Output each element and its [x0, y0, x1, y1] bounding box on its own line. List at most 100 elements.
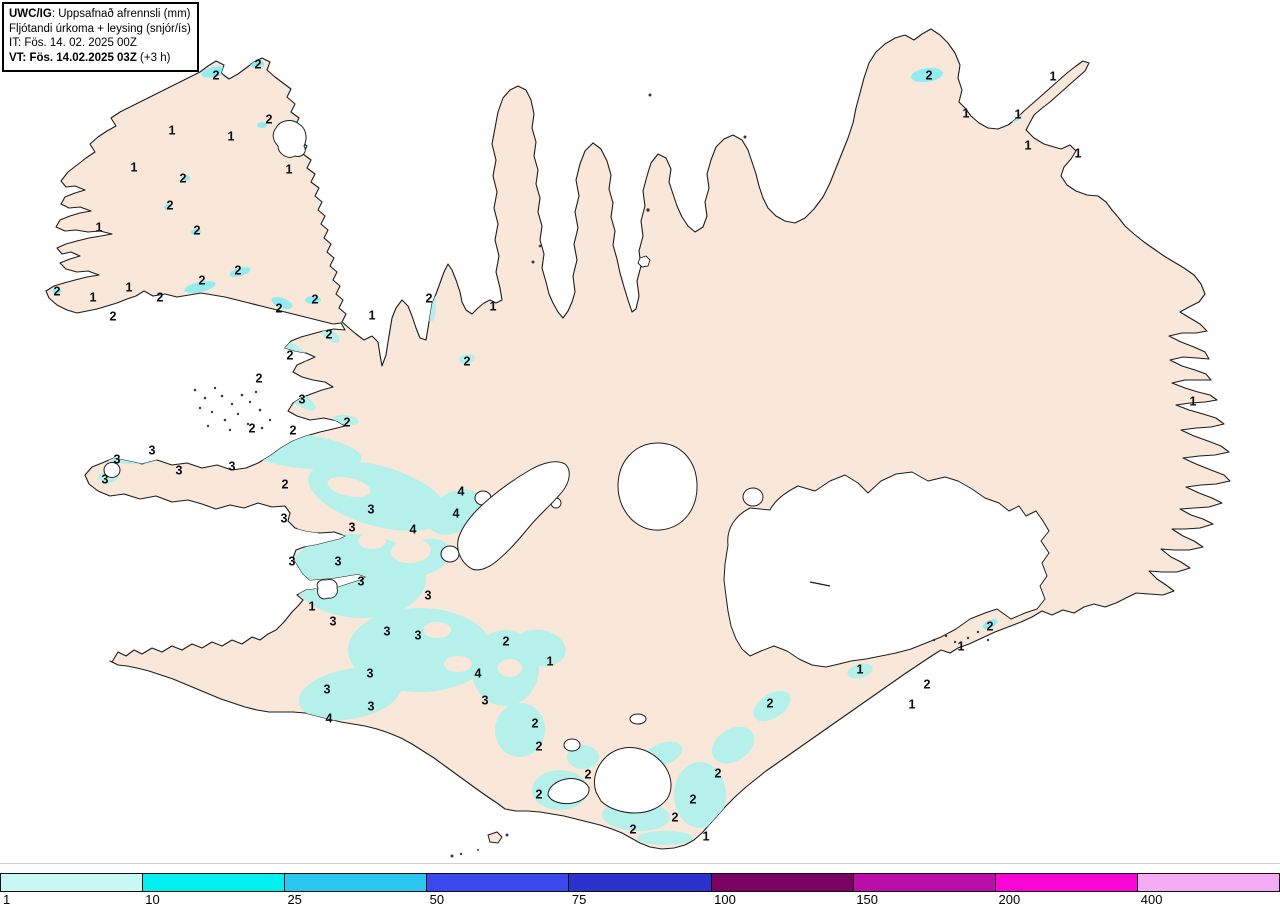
dry-land-gaps [294, 477, 522, 707]
runoff-value-label: 1 [1025, 139, 1032, 153]
runoff-value-label: 1 [96, 221, 103, 235]
runoff-value-label: 2 [256, 372, 263, 386]
skerry-dot [966, 636, 970, 640]
skerry-dot [236, 412, 240, 416]
runoff-value-label: 2 [110, 310, 117, 324]
runoff-value-label: 3 [281, 512, 288, 526]
skerry-dot [198, 406, 202, 410]
lakes [316, 255, 651, 600]
runoff-value-label: 1 [1015, 108, 1022, 122]
runoff-value-label: 3 [102, 473, 109, 487]
land-gap [327, 477, 371, 497]
runoff-value-label: 1 [1050, 70, 1057, 84]
lake [316, 579, 338, 600]
runoff-patch [982, 619, 998, 629]
runoff-patch [191, 229, 201, 235]
skerry-dot [538, 244, 542, 248]
runoff-value-label: 3 [368, 700, 375, 714]
runoff-patch [322, 329, 340, 343]
skerry-dot [220, 394, 224, 398]
runoff-value-label: 2 [276, 302, 283, 316]
runoff-value-label: 3 [358, 575, 365, 589]
runoff-value-label: 1 [228, 130, 235, 144]
runoff-value-label: 2 [344, 416, 351, 430]
skerry-dot [240, 393, 244, 397]
runoff-value-label: 2 [249, 422, 256, 436]
runoff-color-scale [0, 873, 1280, 892]
land-gap [498, 659, 522, 677]
runoff-patch [164, 204, 172, 210]
skerry-dot [260, 426, 264, 430]
glacier [742, 487, 764, 507]
map-bottom-rule [0, 863, 1280, 864]
glacier [629, 713, 647, 725]
color-scale-tick-labels: 1 10 25 50 75 100 150 200 400 [0, 892, 1280, 908]
skerry-dot [193, 388, 197, 392]
runoff-value-label: 2 [585, 768, 592, 782]
runoff-value-label: 1 [547, 655, 554, 669]
runoff-value-label: 2 [924, 678, 931, 692]
runoff-value-label: 1 [90, 291, 97, 305]
runoff-value-label: 2 [536, 740, 543, 754]
runoff-patch [305, 296, 321, 304]
runoff-value-label: 2 [54, 285, 61, 299]
runoff-value-label: 1 [286, 163, 293, 177]
skerry-dot [477, 849, 479, 851]
runoff-value-label: 1 [958, 640, 965, 654]
runoff-value-label: 2 [180, 172, 187, 186]
runoff-patch [459, 353, 475, 365]
runoff-value-label: 3 [367, 667, 374, 681]
glacier [457, 461, 570, 571]
runoff-value-label: 2 [266, 113, 273, 127]
skerry-dot [246, 422, 250, 426]
colorbar-tick-label: 75 [571, 892, 587, 907]
runoff-value-label: 1 [857, 663, 864, 677]
runoff-value-label: 2 [326, 328, 333, 342]
runoff-value-label: 3 [229, 460, 236, 474]
runoff-value-label: 2 [536, 788, 543, 802]
glacier [723, 471, 1050, 668]
runoff-value-label: 1 [490, 300, 497, 314]
skerry-dot [505, 833, 509, 837]
runoff-patch [182, 175, 190, 181]
runoff-value-label: 2 [287, 349, 294, 363]
skerry-dot [531, 260, 535, 264]
colorbar-tick-label: 400 [1140, 892, 1163, 907]
info-line-1: UWC/IG: Uppsafnað afrennsli (mm) [9, 8, 191, 20]
glacier [440, 545, 460, 563]
runoff-value-label: 2 [213, 69, 220, 83]
runoff-value-label: 1 [963, 107, 970, 121]
runoff-value-label: 2 [235, 264, 242, 278]
runoff-patch [847, 663, 873, 679]
lake [637, 255, 651, 268]
runoff-value-label: 2 [199, 274, 206, 288]
skerry-dot [944, 634, 948, 638]
info-line-2: Fljótandi úrkoma + leysing (snjór/ís) [9, 22, 191, 35]
runoff-value-label: 2 [290, 424, 297, 438]
runoff-patch [911, 67, 943, 83]
info-box: UWC/IG: Uppsafnað afrennsli (mm) Fljótan… [2, 2, 199, 72]
colorbar-segment [284, 874, 427, 891]
colorbar-segment [568, 874, 711, 891]
colorbar-segment [1, 874, 143, 891]
runoff-value-label: 2 [167, 199, 174, 213]
glacier [272, 120, 307, 158]
runoff-value-label: 1 [369, 309, 376, 323]
runoff-patch [674, 762, 726, 828]
skerry-dot [206, 424, 210, 428]
runoff-patch [52, 288, 62, 294]
runoff-value-label: 4 [453, 507, 460, 521]
glacier-nunatak-mark [809, 581, 831, 587]
land-gap [358, 533, 386, 549]
colorbar-tick-label: 1 [3, 892, 11, 907]
runoff-value-label: 4 [475, 667, 482, 681]
runoff-patch [201, 66, 227, 78]
glaciers [103, 120, 1050, 814]
runoff-value-label: 3 [176, 464, 183, 478]
runoff-value-label: 2 [987, 620, 994, 634]
skerry-dot [450, 854, 454, 858]
skerry-dot [932, 638, 936, 642]
runoff-value-label: 1 [909, 698, 916, 712]
runoff-value-label: 3 [330, 615, 337, 629]
runoff-value-label: 2 [464, 355, 471, 369]
